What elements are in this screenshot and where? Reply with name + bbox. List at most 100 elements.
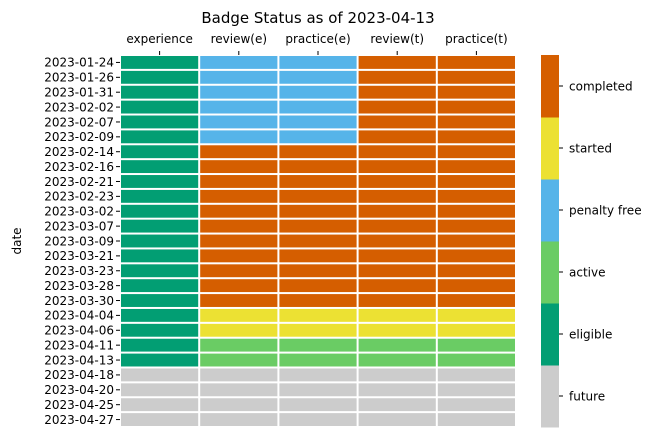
y-tick-label: 2023-03-23	[44, 264, 114, 278]
heatmap-cell	[200, 398, 278, 412]
x-tick-label: review(e)	[211, 32, 267, 46]
heatmap-cell	[437, 234, 515, 248]
heatmap-cell	[279, 175, 357, 188]
heatmap-cell	[200, 160, 278, 174]
heatmap-cell	[358, 115, 436, 129]
y-tick-label: 2023-03-28	[44, 279, 114, 293]
heatmap-cell	[437, 130, 515, 144]
colorbar-segment	[541, 117, 559, 180]
heatmap-cell	[437, 353, 515, 367]
y-tick-label: 2023-02-16	[44, 160, 114, 174]
heatmap-cell	[121, 70, 199, 84]
heatmap-cell	[279, 308, 357, 322]
heatmap-cell	[358, 219, 436, 233]
heatmap-cell	[200, 175, 278, 188]
heatmap-cell	[121, 100, 199, 114]
y-tick-label: 2023-02-09	[44, 130, 114, 144]
y-tick-label: 2023-02-14	[44, 145, 114, 159]
heatmap-cell	[200, 115, 278, 129]
heatmap-cell	[358, 413, 436, 426]
heatmap-cell	[358, 279, 436, 293]
heatmap-cell	[437, 219, 515, 233]
heatmap-cell	[279, 413, 357, 426]
heatmap-cell	[279, 100, 357, 114]
heatmap-cell	[279, 56, 357, 69]
heatmap-cell	[279, 323, 357, 337]
heatmap-cell	[200, 264, 278, 278]
heatmap-cell	[200, 353, 278, 367]
y-tick-label: 2023-02-21	[44, 175, 114, 189]
heatmap-cell	[279, 219, 357, 233]
heatmap-cell	[358, 175, 436, 188]
heatmap-cell	[437, 204, 515, 218]
heatmap-cell	[437, 279, 515, 293]
heatmap-cell	[200, 294, 278, 307]
y-tick-label: 2023-03-09	[44, 234, 114, 248]
heatmap-cell	[358, 308, 436, 322]
heatmap-cell	[437, 294, 515, 307]
heatmap-cell	[437, 368, 515, 382]
y-tick-label: 2023-04-25	[44, 398, 114, 412]
heatmap-cell	[279, 294, 357, 307]
y-tick-label: 2023-03-02	[44, 205, 114, 219]
heatmap-cell	[437, 160, 515, 174]
heatmap-cell	[121, 383, 199, 397]
heatmap-cell	[121, 294, 199, 307]
heatmap-cell	[358, 145, 436, 159]
y-tick-label: 2023-04-18	[44, 368, 114, 382]
heatmap-cell	[358, 249, 436, 263]
heatmap-cell	[437, 264, 515, 278]
heatmap-cell	[200, 145, 278, 159]
y-tick-label: 2023-03-30	[44, 294, 114, 308]
heatmap-cell	[200, 413, 278, 426]
heatmap-cell	[200, 56, 278, 69]
heatmap-cell	[358, 383, 436, 397]
heatmap-cell	[121, 234, 199, 248]
heatmap-cell	[358, 85, 436, 99]
colorbar-segment	[541, 365, 559, 428]
heatmap-cell	[437, 85, 515, 99]
x-tick-label: practice(t)	[445, 32, 508, 46]
heatmap-cell	[121, 56, 199, 69]
heatmap-cell	[200, 383, 278, 397]
y-tick-label: 2023-04-27	[44, 413, 114, 427]
heatmap-cell	[358, 70, 436, 84]
heatmap-cell	[121, 353, 199, 367]
heatmap-cell	[121, 130, 199, 144]
heatmap-cell	[200, 234, 278, 248]
heatmap-cell	[437, 383, 515, 397]
colorbar-label: started	[569, 141, 612, 155]
heatmap-cell	[358, 338, 436, 352]
heatmap-cell	[437, 70, 515, 84]
x-tick-label: practice(e)	[285, 32, 350, 46]
heatmap-cell	[437, 115, 515, 129]
heatmap-cell	[121, 249, 199, 263]
heatmap-cell	[358, 234, 436, 248]
heatmap-cell	[437, 338, 515, 352]
heatmap-cell	[437, 398, 515, 412]
y-tick-label: 2023-01-31	[44, 86, 114, 100]
colorbar-segment	[541, 55, 559, 118]
heatmap-cell	[200, 338, 278, 352]
heatmap-cell	[279, 204, 357, 218]
colorbar-label: eligible	[569, 327, 612, 341]
heatmap-cell	[279, 85, 357, 99]
x-tick-label: experience	[126, 32, 193, 46]
heatmap-cell	[121, 338, 199, 352]
heatmap-cell	[200, 189, 278, 203]
y-tick-label: 2023-02-07	[44, 115, 114, 129]
heatmap-cell	[200, 70, 278, 84]
heatmap-cell	[358, 204, 436, 218]
heatmap-cell	[200, 323, 278, 337]
heatmap-cell	[200, 308, 278, 322]
colorbar-label: future	[569, 389, 605, 403]
heatmap-cell	[200, 279, 278, 293]
heatmap-cell	[121, 308, 199, 322]
colorbar-label: penalty free	[569, 203, 642, 217]
heatmap-cell	[358, 160, 436, 174]
heatmap-cell	[121, 279, 199, 293]
heatmap-cell	[279, 145, 357, 159]
heatmap-cell	[121, 85, 199, 99]
y-tick-label: 2023-01-26	[44, 71, 114, 85]
